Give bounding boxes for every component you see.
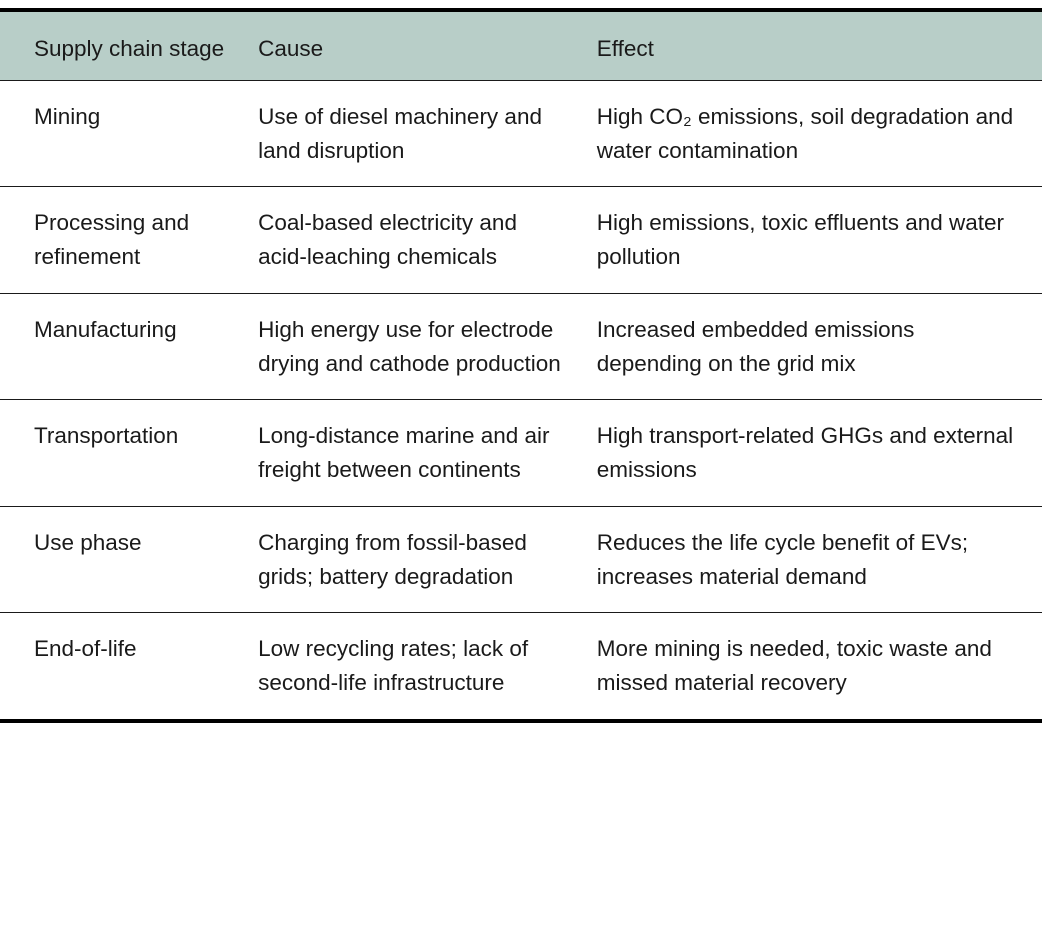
cause-cell: High energy use for electrode drying and… [250, 293, 589, 401]
cause-cell: Use of diesel machinery and land disrupt… [250, 80, 589, 188]
table-row: Mining Use of diesel machinery and land … [0, 80, 1042, 188]
table-header: Supply chain stage Cause Effect [0, 10, 1042, 81]
effect-cell: More mining is needed, toxic waste and m… [596, 636, 992, 695]
table-row: End-of-life Low recycling rates; lack of… [0, 613, 1042, 721]
stage-cell: Transportation [0, 399, 251, 507]
stage-cell: Manufacturing [0, 293, 251, 401]
effect-cell: Increased embedded emissions depending o… [588, 293, 1042, 401]
table-row: Processing and refinement Coal-based ele… [0, 186, 1042, 294]
column-header-effect: Effect [588, 10, 1042, 81]
table-row: Manufacturing High energy use for electr… [0, 293, 1042, 401]
effect-cell: High transport-related GHGs and external… [588, 399, 1042, 507]
column-header-stage: Supply chain stage [0, 10, 251, 81]
stage-cell: Processing and refinement [0, 186, 251, 294]
stage-cell: Use phase [0, 506, 251, 614]
cause-cell: Low recycling rates; lack of second-life… [258, 636, 529, 695]
effect-cell: High CO₂ emissions, soil degradation and… [588, 80, 1042, 188]
cause-cell: Coal-based electricity and acid-leaching… [250, 186, 589, 294]
supply-chain-impact-table: Supply chain stage Cause Effect Mining U… [0, 8, 1042, 723]
table-row: Use phase Charging from fossil-based gri… [0, 506, 1042, 614]
effect-cell: Reduces the life cycle benefit of EVs; i… [588, 506, 1042, 614]
stage-cell: Mining [0, 80, 251, 188]
effect-cell: High emissions, toxic effluents and wate… [588, 186, 1042, 294]
header-row: Supply chain stage Cause Effect [0, 10, 1042, 81]
stage-cell: End-of-life [34, 636, 137, 662]
cause-cell: Charging from fossil-based grids; batter… [250, 506, 589, 614]
table-row: Transportation Long-distance marine and … [0, 399, 1042, 507]
cause-cell: Long-distance marine and air freight bet… [250, 399, 589, 507]
column-header-cause: Cause [250, 10, 589, 81]
table-body: Mining Use of diesel machinery and land … [0, 80, 1042, 721]
